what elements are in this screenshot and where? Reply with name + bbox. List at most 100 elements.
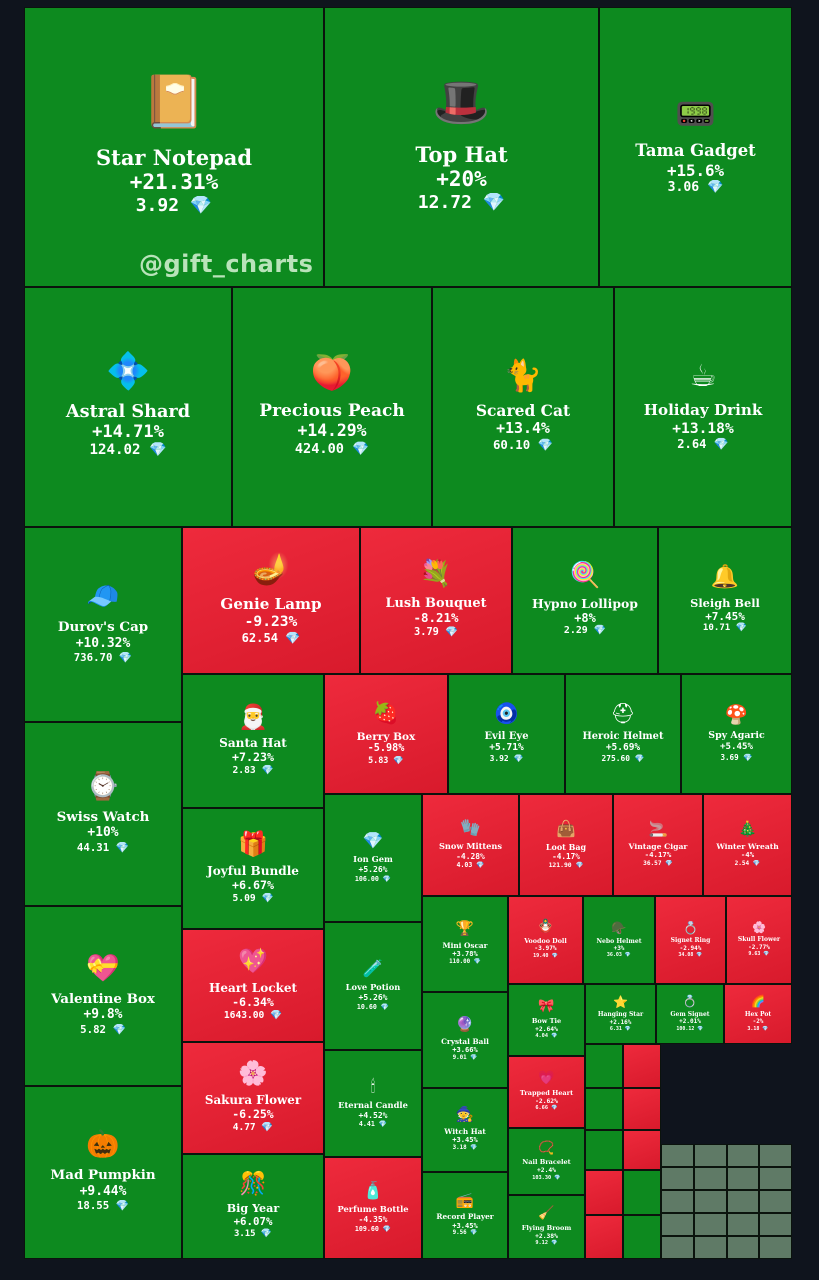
treemap-tile-holiday-drink[interactable]: ☕ Holiday Drink +13.18% 2.64 💎 [614, 287, 792, 527]
treemap-tile-small[interactable] [726, 1144, 760, 1167]
treemap-tile-signet-ring[interactable]: 💍 Signet Ring -2.94% 34.08 💎 [655, 896, 726, 984]
treemap-tile-ion-gem[interactable]: 💎 Ion Gem +5.26% 106.00 💎 [324, 794, 422, 922]
tama-gadget-icon: 📟 [675, 94, 716, 133]
treemap-tile-hypno-lollipop[interactable]: 🍭 Hypno Lollipop +8% 2.29 💎 [512, 527, 658, 674]
treemap-tile-hex-pot[interactable]: 🌈 Hex Pot -2% 3.18 💎 [724, 984, 792, 1044]
treemap-frame: 📔 Star Notepad +21.31% 3.92 💎 🎩 Top Hat +20% 12… [24, 7, 792, 1259]
tile-change: -5.98% [367, 742, 405, 754]
treemap-tile-mad-pumpkin[interactable]: 🎃 Mad Pumpkin +9.44% 18.55 💎 [24, 1086, 182, 1259]
treemap-tile-top-hat[interactable]: 🎩 Top Hat +20% 12.72 💎 [324, 7, 599, 287]
treemap-tile-big-year[interactable]: 🎊 Big Year +6.07% 3.15 💎 [182, 1154, 324, 1259]
treemap-tile-berry-box[interactable]: 🍓 Berry Box -5.98% 5.83 💎 [324, 674, 448, 794]
treemap-tile-small[interactable] [623, 1044, 661, 1088]
treemap-tile-gem-signet[interactable]: 💍 Gem Signet +2.01% 100.12 💎 [656, 984, 724, 1044]
treemap-tile-mini-oscar[interactable]: 🏆 Mini Oscar +3.78% 110.00 💎 [422, 896, 508, 992]
treemap-tile-evil-eye[interactable]: 🧿 Evil Eye +5.71% 3.92 💎 [448, 674, 565, 794]
treemap-tile-small[interactable] [661, 1236, 694, 1259]
treemap-tile-small[interactable] [661, 1213, 694, 1236]
treemap-tile-voodoo-doll[interactable]: 🪆 Voodoo Doll -3.97% 19.40 💎 [508, 896, 583, 984]
treemap-tile-lush-bouquet[interactable]: 💐 Lush Bouquet -8.21% 3.79 💎 [360, 527, 512, 674]
treemap-tile-trapped-heart[interactable]: 💗 Trapped Heart -2.62% 6.66 💎 [508, 1056, 585, 1128]
diamond-icon: 💎 [255, 892, 274, 904]
treemap-tile-flying-broom[interactable]: 🧹 Flying Broom +2.38% 9.12 💎 [508, 1195, 585, 1259]
tile-change: +2.01% [679, 1018, 701, 1026]
treemap-tile-small[interactable] [585, 1215, 623, 1259]
durov-s-cap-icon: 🧢 [86, 581, 120, 613]
treemap-tile-small[interactable] [585, 1130, 623, 1170]
treemap-tile-small[interactable] [759, 1144, 792, 1167]
treemap-tile-valentine-box[interactable]: 💝 Valentine Box +9.8% 5.82 💎 [24, 906, 182, 1086]
treemap-tile-bow-tie[interactable]: 🎀 Bow Tie +2.64% 4.04 💎 [508, 984, 585, 1056]
treemap-tile-loot-bag[interactable]: 👜 Loot Bag -4.17% 121.90 💎 [519, 794, 613, 896]
treemap-tile-genie-lamp[interactable]: 🪔 Genie Lamp -9.23% 62.54 💎 [182, 527, 360, 674]
tile-name: Sleigh Bell [690, 596, 760, 611]
treemap-tile-small[interactable] [623, 1170, 661, 1215]
treemap-tile-spy-agaric[interactable]: 🍄 Spy Agaric +5.45% 3.69 💎 [681, 674, 792, 794]
treemap-tile-hanging-star[interactable]: ⭐ Hanging Star +2.16% 6.31 💎 [585, 984, 656, 1044]
tile-price: 2.83 💎 [232, 765, 273, 777]
treemap-tile-record-player[interactable]: 📻 Record Player +3.45% 9.56 💎 [422, 1172, 508, 1259]
treemap-tile-eternal-candle[interactable]: 🕯 Eternal Candle +4.52% 4.41 💎 [324, 1050, 422, 1157]
tile-price: 103.30 💎 [532, 1175, 561, 1182]
treemap-tile-precious-peach[interactable]: 🍑 Precious Peach +14.29% 424.00 💎 [232, 287, 432, 527]
treemap-tile-small[interactable] [585, 1170, 623, 1215]
treemap-tile-small[interactable] [661, 1190, 694, 1213]
treemap-tile-heroic-helmet[interactable]: ⛑ Heroic Helmet +5.69% 275.60 💎 [565, 674, 681, 794]
treemap-tile-crystal-ball[interactable]: 🔮 Crystal Ball +3.66% 9.01 💎 [422, 992, 508, 1088]
treemap-tile-small[interactable] [693, 1144, 727, 1167]
treemap-tile-swiss-watch[interactable]: ⌚ Swiss Watch +10% 44.31 💎 [24, 722, 182, 906]
diamond-icon: 💎 [378, 874, 392, 883]
treemap-tile-santa-hat[interactable]: 🎅 Santa Hat +7.23% 2.83 💎 [182, 674, 324, 808]
mad-pumpkin-icon: 🎃 [86, 1129, 120, 1161]
treemap-tile-small[interactable] [585, 1088, 623, 1130]
treemap-tile-small[interactable] [726, 1236, 760, 1259]
treemap-tile-nail-bracelet[interactable]: 📿 Nail Bracelet +2.4% 103.30 💎 [508, 1128, 585, 1195]
treemap-tile-small[interactable] [693, 1190, 727, 1213]
treemap-tile-small[interactable] [759, 1167, 792, 1190]
treemap-tile-vintage-cigar[interactable]: 🚬 Vintage Cigar -4.17% 36.57 💎 [613, 794, 703, 896]
treemap-tile-small[interactable] [661, 1167, 694, 1190]
tile-change: +3.45% [452, 1220, 478, 1230]
tile-price: 44.31 💎 [77, 841, 129, 854]
treemap-tile-skull-flower[interactable]: 🌸 Skull Flower -2.77% 9.63 💎 [726, 896, 792, 984]
record-player-icon: 📻 [455, 1191, 475, 1209]
treemap-tile-heart-locket[interactable]: 💖 Heart Locket -6.34% 1643.00 💎 [182, 929, 324, 1042]
treemap-tile-snow-mittens[interactable]: 🧤 Snow Mittens -4.28% 4.03 💎 [422, 794, 519, 896]
treemap-tile-astral-shard[interactable]: 💠 Astral Shard +14.71% 124.02 💎 [24, 287, 232, 527]
treemap-tile-sakura-flower[interactable]: 🌸 Sakura Flower -6.25% 4.77 💎 [182, 1042, 324, 1154]
treemap-tile-perfume-bottle[interactable]: 🧴 Perfume Bottle -4.35% 109.60 💎 [324, 1157, 422, 1259]
treemap-tile-witch-hat[interactable]: 🧙 Witch Hat +3.45% 3.18 💎 [422, 1088, 508, 1172]
treemap-tile-small[interactable] [661, 1144, 694, 1167]
treemap-tile-small[interactable] [693, 1213, 727, 1236]
treemap-tile-small[interactable] [759, 1190, 792, 1213]
tile-price: 2.29 💎 [564, 625, 606, 637]
treemap-tile-love-potion[interactable]: 🧪 Love Potion +5.26% 10.60 💎 [324, 922, 422, 1050]
treemap-tile-small[interactable] [693, 1167, 727, 1190]
treemap-tile-small[interactable] [726, 1167, 760, 1190]
treemap-tile-small[interactable] [693, 1236, 727, 1259]
tile-change: -8.21% [413, 610, 459, 626]
treemap-tile-durov-s-cap[interactable]: 🧢 Durov's Cap +10.32% 736.70 💎 [24, 527, 182, 722]
tile-change: -4% [740, 850, 755, 860]
treemap-tile-winter-wreath[interactable]: 🎄 Winter Wreath -4% 2.54 💎 [703, 794, 792, 896]
treemap-tile-small[interactable] [623, 1215, 661, 1259]
treemap-tile-small[interactable] [623, 1088, 661, 1130]
diamond-icon: 💎 [530, 437, 554, 452]
treemap-tile-small[interactable] [759, 1213, 792, 1236]
signet-ring-icon: 💍 [682, 920, 699, 935]
treemap-tile-small[interactable] [585, 1044, 623, 1088]
treemap-tile-small[interactable] [726, 1190, 760, 1213]
treemap-tile-scared-cat[interactable]: 🐈 Scared Cat +13.4% 60.10 💎 [432, 287, 614, 527]
treemap-tile-star-notepad[interactable]: 📔 Star Notepad +21.31% 3.92 💎 [24, 7, 324, 287]
sleigh-bell-icon: 🔔 [710, 564, 740, 591]
diamond-icon: 💎 [699, 179, 724, 195]
tile-price-value: 2.54 [734, 860, 750, 868]
treemap-tile-small[interactable] [759, 1236, 792, 1259]
tile-name: Signet Ring [670, 936, 711, 944]
treemap-tile-small[interactable] [726, 1213, 760, 1236]
treemap-tile-nebo-helmet[interactable]: 🪖 Nebo Helmet +3% 36.03 💎 [583, 896, 655, 984]
treemap-tile-small[interactable] [623, 1130, 661, 1170]
treemap-tile-joyful-bundle[interactable]: 🎁 Joyful Bundle +6.67% 5.09 💎 [182, 808, 324, 929]
treemap-tile-tama-gadget[interactable]: 📟 Tama Gadget +15.6% 3.06 💎 [599, 7, 792, 287]
treemap-tile-sleigh-bell[interactable]: 🔔 Sleigh Bell +7.45% 10.71 💎 [658, 527, 792, 674]
